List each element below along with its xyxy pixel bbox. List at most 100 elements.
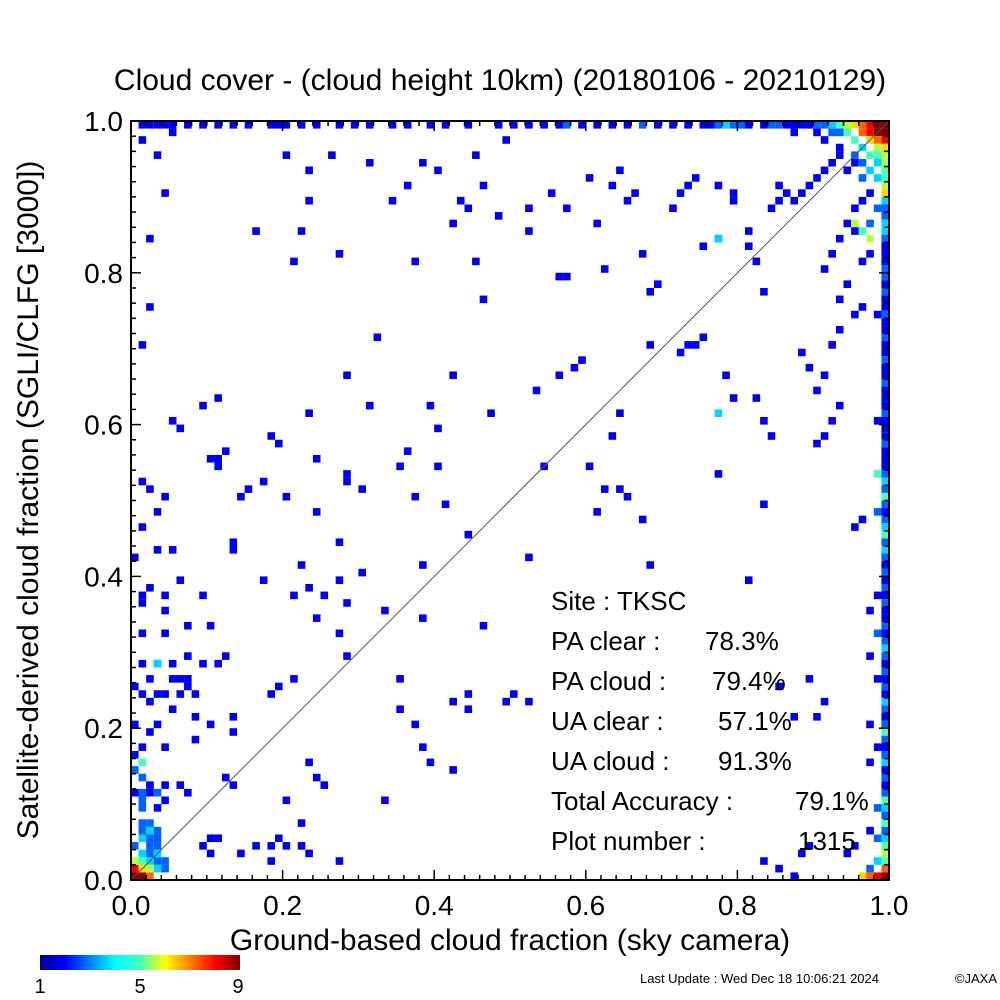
heatmap-cell [335,538,344,547]
heatmap-cell [851,227,859,235]
heatmap-cell [881,181,889,190]
heatmap-cell [881,773,889,782]
heatmap-cell [131,864,139,873]
heatmap-cell [161,606,169,615]
heatmap-cell [881,667,889,676]
heatmap-cell [138,599,147,607]
heatmap-cell [199,401,207,410]
heatmap-cell [138,796,147,805]
stat-label: UA clear : [551,706,664,736]
heatmap-cell [881,189,889,197]
heatmap-cell [729,189,738,197]
heatmap-cell [464,690,473,698]
heatmap-cell [464,530,473,539]
heatmap-cell [881,447,889,455]
heatmap-cell [138,477,147,486]
heatmap-cell [138,523,147,531]
heatmap-cell [131,750,139,759]
stat-label: Plot number : [551,826,706,856]
last-update-text: Last Update : Wed Dec 18 10:06:21 2024 [640,971,879,986]
heatmap-cell [843,849,852,858]
heatmap-cell [873,834,882,843]
heatmap-cell [881,804,889,812]
heatmap-cell [199,842,207,850]
heatmap-cell [290,675,298,683]
heatmap-cell [691,174,700,182]
heatmap-cell [305,409,313,418]
heatmap-cell [608,181,617,190]
heatmap-cell [828,158,836,167]
heatmap-cell [760,121,768,129]
heatmap-cell [419,614,427,622]
heatmap-cell [820,432,829,440]
heatmap-cell [767,432,776,440]
heatmap-cell [146,849,154,858]
heatmap-cell [881,697,889,706]
heatmap-cell [153,508,162,516]
heatmap-cell [760,500,768,509]
heatmap-cell [403,121,412,129]
heatmap-cell [881,621,889,630]
heatmap-cell [873,743,882,751]
heatmap-cell [199,591,207,600]
heatmap-cell [214,659,222,668]
heatmap-cell [835,151,844,159]
chart-title: Cloud cover - (cloud height 10km) (20180… [114,64,886,97]
stat-value: 91.3% [718,746,792,776]
heatmap-cell [153,834,162,843]
heatmap-cell [835,143,844,152]
heatmap-cell [881,675,889,683]
heatmap-cell [714,121,723,129]
heatmap-cell [131,842,139,850]
heatmap-cell [138,743,147,751]
heatmap-cell [305,849,313,858]
heatmap-cell [146,819,154,827]
heatmap-cell [835,128,844,137]
heatmap-cell [881,234,889,243]
heatmap-cell [214,834,222,843]
heatmap-cell [866,652,874,660]
heatmap-cell [881,136,889,144]
heatmap-cell [161,690,169,698]
heatmap-cell [881,652,889,660]
heatmap-cell [646,561,655,569]
heatmap-cell [297,819,306,827]
heatmap-cell [206,720,215,729]
heatmap-cell [199,121,207,129]
heatmap-cell [881,743,889,751]
heatmap-cell [275,439,283,448]
heatmap-cell [767,121,776,129]
heatmap-cell [267,690,276,698]
heatmap-cell [676,348,685,357]
heatmap-cell [282,842,291,850]
heatmap-cell [199,659,207,668]
heatmap-cell [866,606,874,615]
heatmap-cell [206,454,215,463]
heatmap-cell [881,158,889,167]
heatmap-cell [252,842,260,850]
heatmap-cell [214,121,222,129]
heatmap-cell [873,508,882,516]
heatmap-cell [449,371,457,380]
heatmap-cell [714,409,723,418]
heatmap-cell [828,121,836,129]
heatmap-cell [396,675,404,683]
heatmap-cell [798,189,806,197]
heatmap-cell [820,265,829,273]
heatmap-cell [669,204,677,213]
heatmap-cell [214,394,222,402]
heatmap-cell [153,826,162,835]
heatmap-cell [267,121,276,129]
heatmap-cell [161,796,169,805]
heatmap-cell [275,834,283,843]
heatmap-cell [699,242,708,251]
heatmap-cell [381,796,389,805]
heatmap-cell [851,136,859,144]
colorbar-tick-mid: 5 [134,976,145,998]
heatmap-cell [479,295,488,304]
stat-value: 57.1% [718,706,792,736]
heatmap-cell [669,121,677,129]
heatmap-cell [168,675,177,683]
heatmap-cell [873,872,882,880]
heatmap-cell [623,121,632,129]
